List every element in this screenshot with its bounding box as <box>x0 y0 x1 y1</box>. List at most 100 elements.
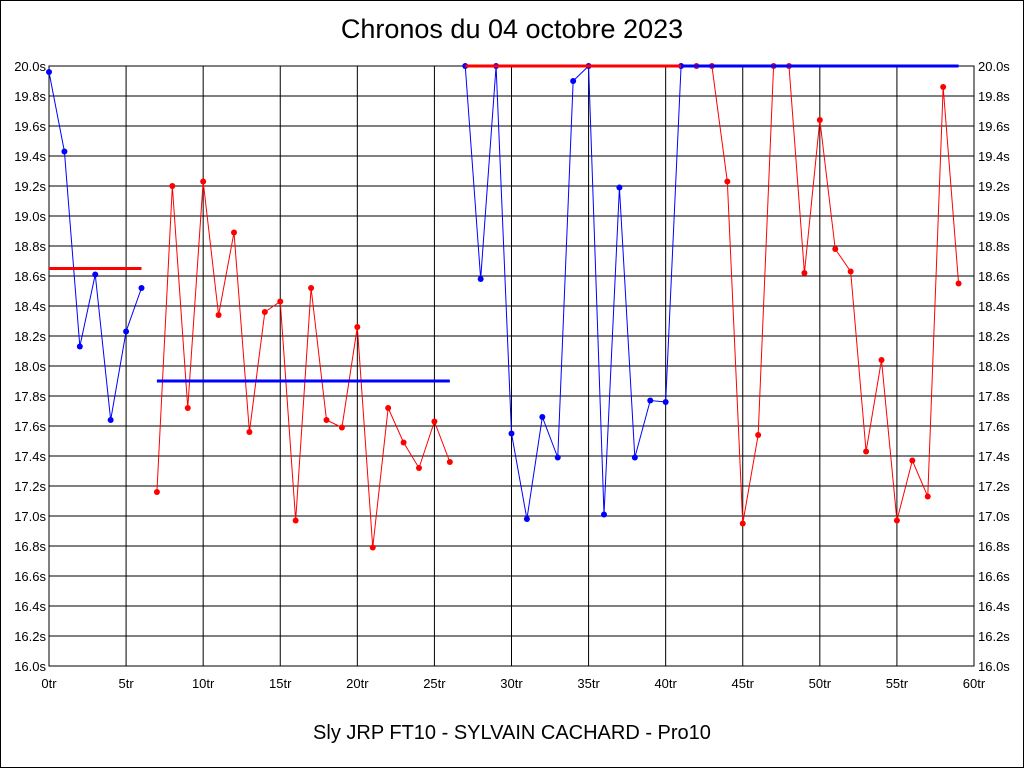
x-tick-label: 10tr <box>192 676 215 691</box>
y-tick-label-right: 19.0s <box>978 209 1010 224</box>
y-tick-label-left: 17.6s <box>14 419 46 434</box>
y-tick-label-right: 17.8s <box>978 389 1010 404</box>
data-point <box>246 429 253 435</box>
data-point <box>261 309 268 315</box>
y-tick-label-left: 16.4s <box>14 599 46 614</box>
y-tick-label-right: 16.0s <box>978 659 1010 674</box>
data-point <box>292 517 299 524</box>
y-tick-label-left: 17.2s <box>14 479 46 494</box>
data-point <box>832 246 839 252</box>
data-point <box>107 417 114 423</box>
data-point <box>755 432 762 438</box>
series-line <box>464 64 682 520</box>
x-tick-label: 30tr <box>500 676 523 691</box>
data-point <box>940 84 947 90</box>
y-tick-label-right: 18.2s <box>978 329 1010 344</box>
data-point <box>616 184 623 191</box>
data-point <box>138 285 145 291</box>
data-point <box>123 328 130 335</box>
data-point <box>724 178 731 185</box>
data-point <box>631 454 638 461</box>
x-tick-label: 25tr <box>423 676 446 691</box>
data-point <box>863 448 870 455</box>
y-tick-label-left: 19.2s <box>14 179 46 194</box>
y-tick-label-left: 16.6s <box>14 569 46 584</box>
data-point <box>739 520 746 527</box>
y-tick-label-right: 17.0s <box>978 509 1010 524</box>
data-point <box>816 117 823 123</box>
data-point <box>323 417 330 423</box>
chart-title: Chronos du 04 octobre 2023 <box>340 14 684 44</box>
y-tick-label-left: 16.2s <box>14 629 46 644</box>
y-tick-label-right: 18.8s <box>978 239 1010 254</box>
data-point <box>570 78 577 84</box>
y-tick-label-right: 20.0s <box>978 59 1010 74</box>
data-point <box>369 544 376 551</box>
data-point <box>200 178 207 185</box>
x-tick-label: 60tr <box>963 676 986 691</box>
data-point <box>277 298 284 305</box>
x-tick-label: 15tr <box>269 676 292 691</box>
data-point <box>169 183 176 189</box>
data-point <box>92 271 99 278</box>
y-tick-label-left: 19.6s <box>14 119 46 134</box>
y-tick-label-left: 17.8s <box>14 389 46 404</box>
data-point <box>431 418 438 425</box>
data-point <box>847 268 854 275</box>
data-point <box>508 430 515 437</box>
y-tick-label-right: 17.2s <box>978 479 1010 494</box>
data-point <box>61 148 68 155</box>
data-point <box>385 405 392 411</box>
data-point <box>893 517 900 524</box>
y-tick-label-left: 17.4s <box>14 449 46 464</box>
y-tick-label-right: 18.0s <box>978 359 1010 374</box>
data-point <box>955 280 962 287</box>
y-tick-label-right: 16.8s <box>978 539 1010 554</box>
series-line <box>696 65 960 524</box>
data-point <box>416 465 422 471</box>
data-point <box>647 397 654 404</box>
series-line <box>156 181 451 548</box>
y-tick-label-right: 16.2s <box>978 629 1010 644</box>
y-tick-label-left: 19.4s <box>14 149 46 164</box>
y-tick-label-right: 19.2s <box>978 179 1010 194</box>
data-point <box>878 357 885 363</box>
x-tick-label: 0tr <box>41 676 57 691</box>
y-tick-label-left: 18.8s <box>14 239 46 254</box>
x-tick-label: 55tr <box>886 676 909 691</box>
y-tick-label-right: 19.6s <box>978 119 1010 134</box>
data-point <box>153 489 160 495</box>
y-tick-label-left: 18.0s <box>14 359 46 374</box>
x-tick-label: 40tr <box>654 676 677 691</box>
data-point <box>801 270 808 276</box>
y-tick-label-left: 18.6s <box>14 269 46 284</box>
data-point <box>184 405 191 411</box>
y-tick-label-left: 19.8s <box>14 89 46 104</box>
data-point <box>477 276 484 282</box>
data-point <box>662 399 669 405</box>
chart-footer: Sly JRP FT10 - SYLVAIN CACHARD - Pro10 <box>313 722 711 744</box>
data-point <box>909 457 916 464</box>
data-point <box>539 414 546 420</box>
data-point <box>338 424 345 431</box>
data-point <box>231 229 237 236</box>
data-point <box>523 516 530 522</box>
y-tick-label-left: 18.2s <box>14 329 46 344</box>
y-tick-label-right: 19.8s <box>978 89 1010 104</box>
y-tick-label-left: 16.0s <box>14 659 46 674</box>
data-point <box>76 343 83 350</box>
y-tick-label-left: 18.4s <box>14 299 46 314</box>
x-tick-label: 45tr <box>732 676 755 691</box>
data-point <box>601 511 607 518</box>
data-point <box>446 459 453 465</box>
y-tick-label-right: 17.4s <box>978 449 1010 464</box>
data-point <box>554 454 561 461</box>
y-tick-label-left: 16.8s <box>14 539 46 554</box>
y-tick-label-right: 17.6s <box>978 419 1010 434</box>
x-tick-label: 35tr <box>577 676 600 691</box>
x-tick-label: 50tr <box>809 676 832 691</box>
data-point <box>308 285 315 291</box>
data-point <box>924 493 931 500</box>
data-point <box>215 312 222 318</box>
